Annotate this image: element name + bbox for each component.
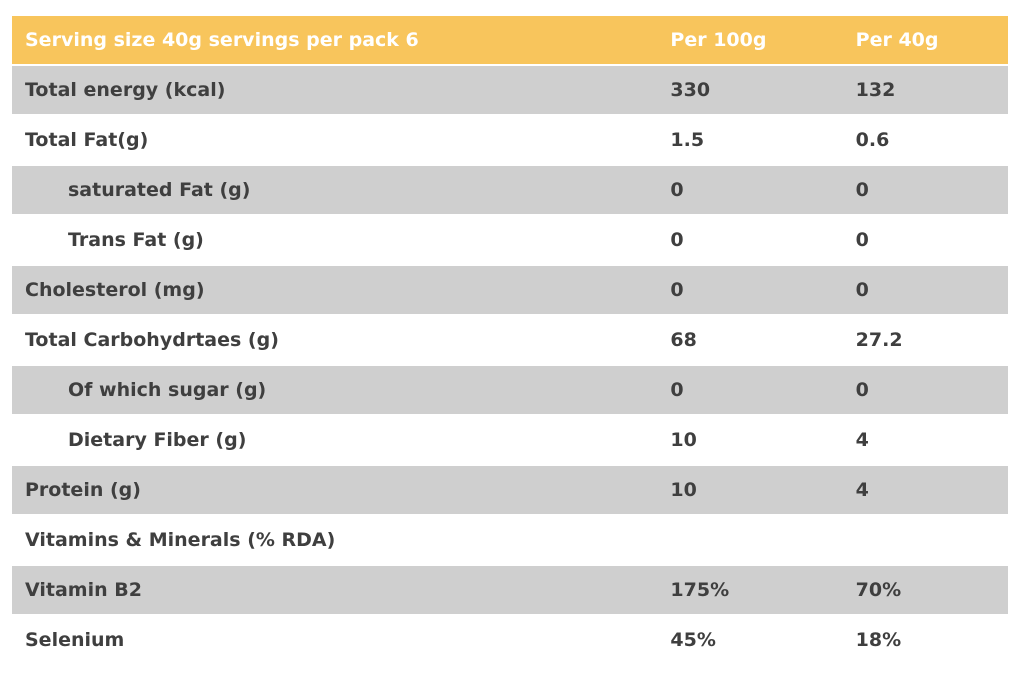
table-row: saturated Fat (g) 0 0 [12,166,1008,214]
row-value-per-40g: 0 [842,266,1008,314]
row-value-per-40g: 27.2 [842,316,1008,364]
table-row: Total Fat(g) 1.5 0.6 [12,116,1008,164]
row-label: Trans Fat (g) [12,216,658,264]
table-row: Vitamins & Minerals (% RDA) [12,516,1008,564]
row-label: Cholesterol (mg) [12,266,658,314]
table-row: Of which sugar (g) 0 0 [12,366,1008,414]
row-label: saturated Fat (g) [12,166,658,214]
row-label: Vitamins & Minerals (% RDA) [12,516,658,564]
row-value-per-100g: 45% [657,616,843,664]
row-value-per-100g: 175% [657,566,843,614]
header-per-40g: Per 40g [842,16,1008,64]
row-label: Selenium [12,616,658,664]
row-value-per-40g: 0 [842,366,1008,414]
row-value-per-40g: 0 [842,166,1008,214]
row-value-per-40g: 70% [842,566,1008,614]
table-row: Vitamin B2 175% 70% [12,566,1008,614]
row-value-per-100g [657,516,843,564]
row-label: Total Fat(g) [12,116,658,164]
header-row: Serving size 40g servings per pack 6 Per… [12,16,1008,64]
row-value-per-100g: 0 [657,216,843,264]
row-value-per-40g: 0.6 [842,116,1008,164]
row-value-per-40g: 132 [842,66,1008,114]
header-serving-size: Serving size 40g servings per pack 6 [12,16,658,64]
row-value-per-40g: 18% [842,616,1008,664]
row-value-per-40g: 0 [842,216,1008,264]
row-label: Total energy (kcal) [12,66,658,114]
row-value-per-100g: 0 [657,166,843,214]
table-row: Dietary Fiber (g) 10 4 [12,416,1008,464]
row-value-per-40g: 4 [842,416,1008,464]
row-label: Vitamin B2 [12,566,658,614]
row-value-per-100g: 1.5 [657,116,843,164]
row-label: Dietary Fiber (g) [12,416,658,464]
row-value-per-100g: 0 [657,366,843,414]
row-label: Protein (g) [12,466,658,514]
row-value-per-40g: 4 [842,466,1008,514]
row-value-per-40g [842,516,1008,564]
table-row: Cholesterol (mg) 0 0 [12,266,1008,314]
table-row: Protein (g) 10 4 [12,466,1008,514]
row-value-per-100g: 10 [657,416,843,464]
table-row: Total Carbohydrtaes (g) 68 27.2 [12,316,1008,364]
row-value-per-100g: 0 [657,266,843,314]
row-label: Of which sugar (g) [12,366,658,414]
row-label: Total Carbohydrtaes (g) [12,316,658,364]
table-header: Serving size 40g servings per pack 6 Per… [12,16,1008,64]
row-value-per-100g: 68 [657,316,843,364]
table-row: Selenium 45% 18% [12,616,1008,664]
row-value-per-100g: 10 [657,466,843,514]
row-value-per-100g: 330 [657,66,843,114]
nutrition-facts-table: Serving size 40g servings per pack 6 Per… [12,14,1008,666]
header-per-100g: Per 100g [657,16,843,64]
table-row: Total energy (kcal) 330 132 [12,66,1008,114]
table-row: Trans Fat (g) 0 0 [12,216,1008,264]
table-body: Total energy (kcal) 330 132 Total Fat(g) 1.5… [12,66,1008,664]
